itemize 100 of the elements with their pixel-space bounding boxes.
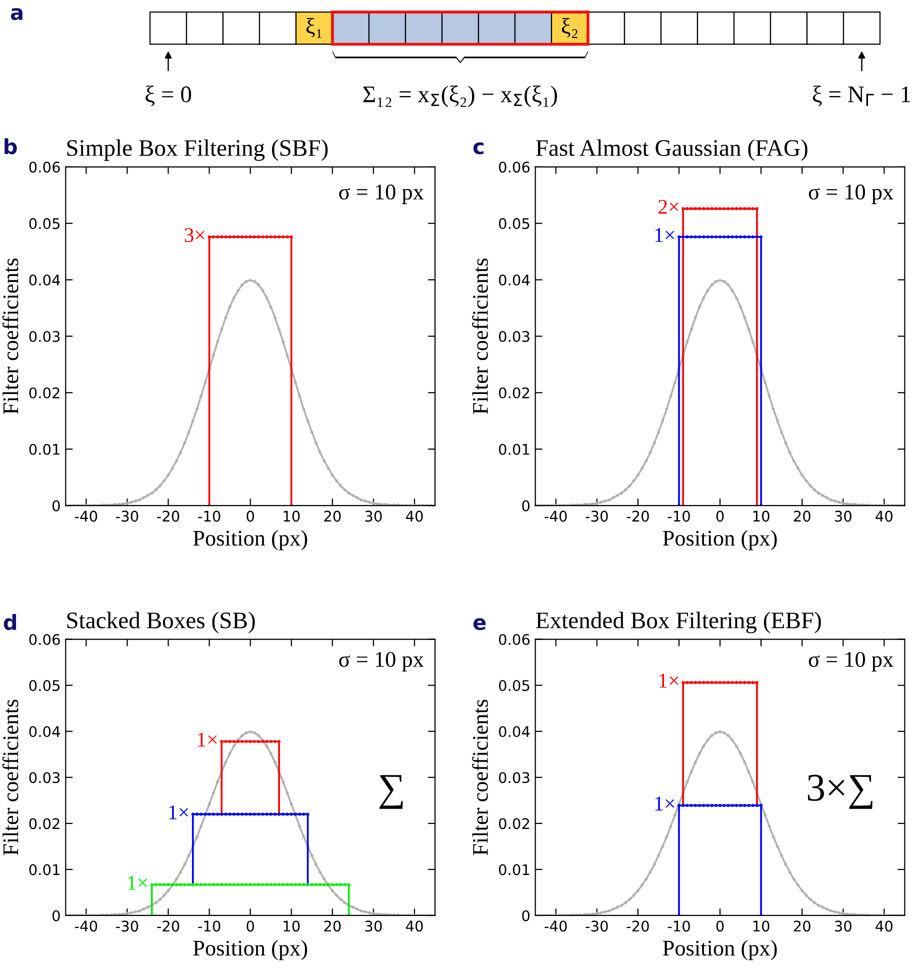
x-tick-label: -40 <box>544 510 567 522</box>
x-axis-title: Position (px) <box>193 940 308 960</box>
x-tick-label: -20 <box>157 510 180 522</box>
x-tick-label: -40 <box>74 920 98 932</box>
y-tick-label: 0 <box>522 500 530 512</box>
x-tick-label: 20 <box>324 510 341 522</box>
y-tick-label: 0 <box>52 910 60 922</box>
x-tick-label: 0 <box>716 920 724 932</box>
x-tick-label: -20 <box>626 510 649 522</box>
x-tick-label: 20 <box>324 920 341 932</box>
text: c <box>473 142 484 154</box>
y-tick-label: 0.03 <box>29 772 60 784</box>
y-tick-label: 0.06 <box>29 162 60 173</box>
chart-title: Stacked Boxes (SB) <box>67 612 255 634</box>
series-label: 1× <box>128 876 147 890</box>
y-tick-label: 0 <box>522 910 530 922</box>
annotation: ∑ <box>380 775 403 809</box>
y-tick-label: 0.03 <box>498 330 530 342</box>
x-tick-label: -40 <box>544 920 567 932</box>
y-tick-label: 0.04 <box>498 274 530 286</box>
text: ξ = 0 <box>146 86 192 106</box>
text: ξ₂ <box>562 18 578 38</box>
chart-title: Fast Almost Gaussian (FAG) <box>536 139 808 161</box>
x-tick-label: 0 <box>246 920 254 932</box>
x-tick-label: 20 <box>794 510 810 522</box>
x-axis-title: Position (px) <box>662 530 777 550</box>
x-tick-label: 30 <box>834 920 852 932</box>
y-tick-label: 0.03 <box>498 772 530 784</box>
y-tick-label: 0.01 <box>498 864 530 876</box>
x-tick-label: 40 <box>406 920 423 932</box>
x-tick-label: -30 <box>116 920 138 932</box>
x-axis-title: Position (px) <box>193 530 308 550</box>
series-label: 3× <box>184 228 204 242</box>
x-tick-label: 10 <box>753 920 770 932</box>
x-tick-label: 0 <box>246 510 254 522</box>
x-tick-label: 30 <box>365 920 382 932</box>
y-tick-label: 0.03 <box>29 330 60 342</box>
x-axis-title: Position (px) <box>662 940 777 960</box>
y-axis-title: Filter coefficients <box>472 700 488 856</box>
y-tick-label: 0.02 <box>498 818 530 830</box>
series-label: 2× <box>658 200 678 214</box>
text: d <box>4 614 16 630</box>
y-tick-label: 0.06 <box>498 162 530 173</box>
series-label: 1× <box>655 228 674 242</box>
series-label: 1× <box>659 674 678 688</box>
x-tick-label: -10 <box>668 920 690 932</box>
y-tick-label: 0.01 <box>29 444 60 455</box>
x-tick-label: 10 <box>753 510 770 522</box>
x-tick-label: -20 <box>626 920 649 932</box>
y-tick-label: 0.04 <box>498 726 530 738</box>
x-tick-label: 30 <box>834 510 852 522</box>
y-tick-label: 0.06 <box>498 634 530 646</box>
x-tick-label: -30 <box>116 510 138 522</box>
x-tick-label: -20 <box>157 920 180 932</box>
chart-title: Extended Box Filtering (EBF) <box>536 612 821 634</box>
y-tick-label: 0 <box>52 500 60 512</box>
y-tick-label: 0.02 <box>29 387 60 398</box>
x-tick-label: 10 <box>284 920 300 932</box>
annotation: σ = 10 px <box>339 652 424 672</box>
text: ξ = N$_{Γ}$ − 1 <box>812 86 910 106</box>
x-tick-label: -30 <box>586 510 608 522</box>
annotation: 3×∑ <box>808 774 872 809</box>
y-axis-title: Filter coefficients <box>472 258 488 414</box>
x-tick-label: 40 <box>876 920 892 932</box>
y-tick-label: 0.01 <box>498 444 530 455</box>
x-tick-label: -10 <box>198 510 220 522</box>
text: e <box>473 618 486 630</box>
x-tick-label: 30 <box>365 510 382 522</box>
text: b <box>4 138 17 154</box>
y-axis-title: Filter coefficients <box>2 258 18 414</box>
y-tick-label: 0.04 <box>29 274 60 286</box>
x-tick-label: -30 <box>586 920 608 932</box>
annotation: σ = 10 px <box>808 184 894 204</box>
text: ξ₁ <box>306 18 322 38</box>
chart-title: Simple Box Filtering (SBF) <box>67 139 328 161</box>
x-tick-label: 40 <box>876 510 892 522</box>
series-label: 1× <box>655 796 674 810</box>
y-tick-label: 0.05 <box>29 680 60 692</box>
text: Σ₁₂ = x$_{Σ}$(ξ₂) − x$_{Σ}$(ξ₁) <box>363 86 557 108</box>
y-tick-label: 0.02 <box>29 818 60 830</box>
annotation: σ = 10 px <box>808 652 894 672</box>
y-tick-label: 0.05 <box>498 218 530 230</box>
y-tick-label: 0.04 <box>29 726 60 738</box>
y-axis-title: Filter coefficients <box>2 700 18 856</box>
x-tick-label: 0 <box>716 510 724 522</box>
x-tick-label: 40 <box>406 510 423 522</box>
x-tick-label: -10 <box>198 920 220 932</box>
y-tick-label: 0.05 <box>498 680 530 692</box>
text: a <box>10 8 22 20</box>
x-tick-label: 10 <box>284 510 300 522</box>
annotation: σ = 10 px <box>339 184 424 204</box>
series-label: 1× <box>169 805 188 820</box>
y-tick-label: 0.05 <box>29 218 60 230</box>
x-tick-label: -10 <box>668 510 690 522</box>
x-tick-label: 20 <box>794 920 810 932</box>
series-label: 1× <box>198 732 217 746</box>
x-tick-label: -40 <box>74 510 98 522</box>
y-tick-label: 0.06 <box>29 634 60 646</box>
y-tick-label: 0.02 <box>498 387 530 398</box>
y-tick-label: 0.01 <box>29 864 60 876</box>
